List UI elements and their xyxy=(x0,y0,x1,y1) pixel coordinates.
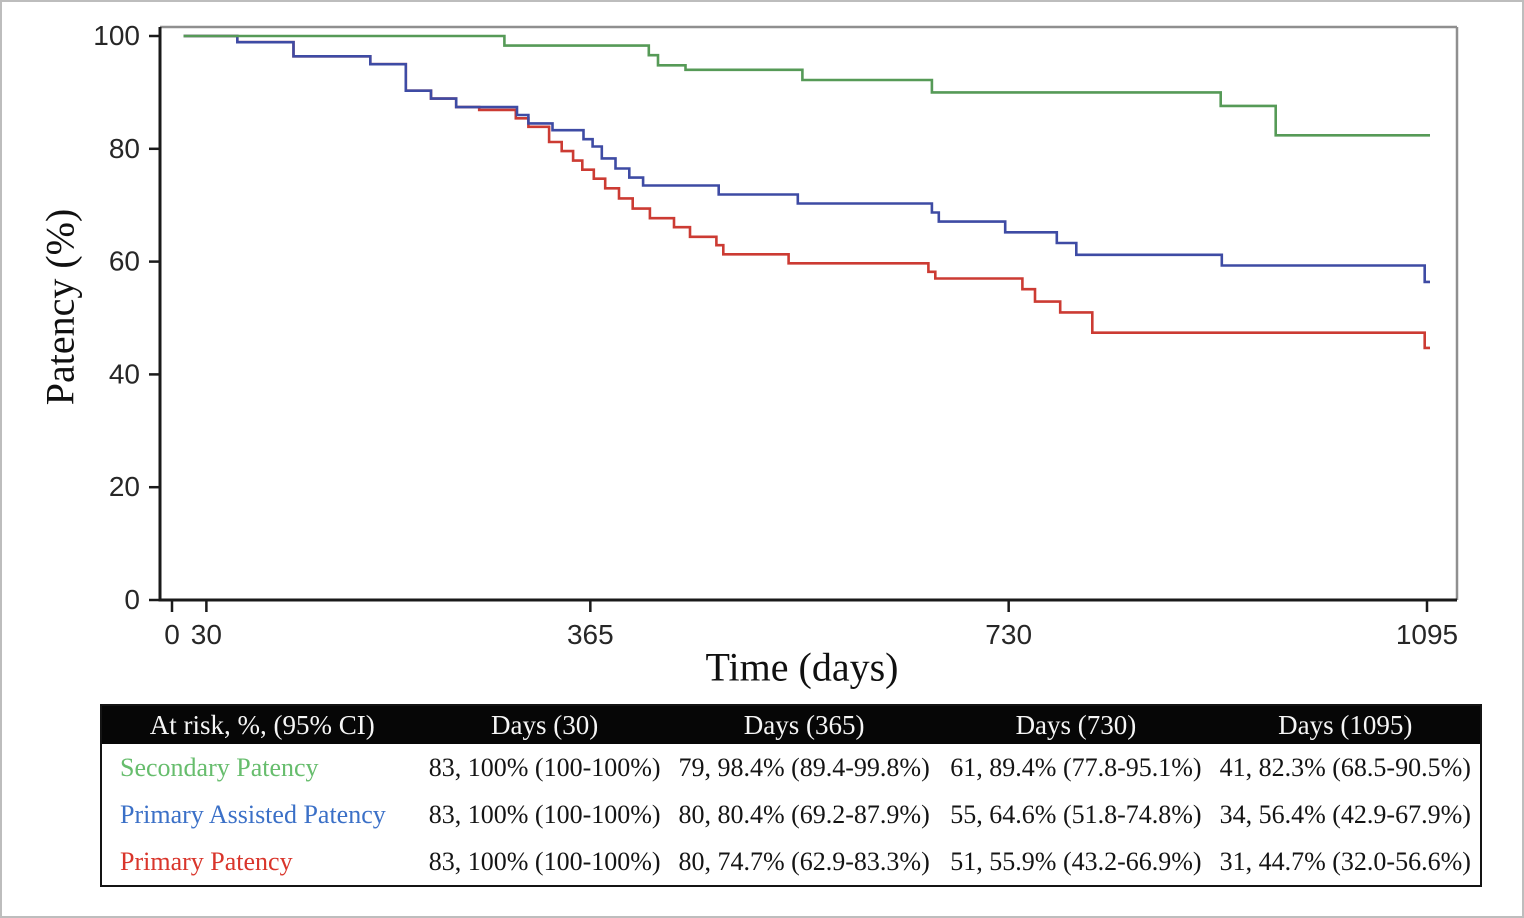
series-line-primary-assisted-patency xyxy=(183,34,1430,284)
risk-table-header-atrisk: At risk, %, (95% CI) xyxy=(101,705,423,744)
x-axis-title: Time (days) xyxy=(705,644,899,690)
risk-value-cell: 79, 98.4% (89.4-99.8%) xyxy=(678,752,930,782)
y-tick-label: 100 xyxy=(93,20,140,51)
y-tick-label: 60 xyxy=(109,246,140,277)
risk-value-cell: 61, 89.4% (77.8-95.1%) xyxy=(950,752,1202,782)
series-label: Secondary Patency xyxy=(120,752,319,782)
patency-chart: 100 80 60 40 20 00 30 365 730 1095 xyxy=(93,20,1459,650)
x-tick-label: 730 xyxy=(985,619,1032,650)
risk-value-cell: 51, 55.9% (43.2-66.9%) xyxy=(950,846,1202,876)
x-tick-label: 365 xyxy=(567,619,614,650)
risk-value-cell: 55, 64.6% (51.8-74.8%) xyxy=(950,799,1202,829)
risk-value-cell: 34, 56.4% (42.9-67.9%) xyxy=(1219,799,1471,829)
risk-value-cell: 80, 74.7% (62.9-83.3%) xyxy=(678,846,930,876)
series-label: Primary Assisted Patency xyxy=(120,799,386,829)
risk-table-header-row: At risk, %, (95% CI) Days (30) Days (365) D… xyxy=(101,705,1481,744)
risk-value-cell: 80, 80.4% (69.2-87.9%) xyxy=(678,799,930,829)
risk-table-header-days: Days (730) xyxy=(941,705,1211,744)
y-tick-label: 80 xyxy=(109,133,140,164)
risk-table-header-days: Days (365) xyxy=(666,705,942,744)
risk-table-body: Secondary Patency 83, 100% (100-100%) 79, … xyxy=(101,744,1481,886)
risk-table-row: Secondary Patency 83, 100% (100-100%) 79, … xyxy=(101,744,1481,791)
at-risk-table: At risk, %, (95% CI) Days (30) Days (365) D… xyxy=(100,704,1482,887)
risk-table-row: Primary Assisted Patency 83, 100% (100-10… xyxy=(101,791,1481,838)
risk-table-header-days: Days (30) xyxy=(422,705,667,744)
risk-table-header-days: Days (1095) xyxy=(1210,705,1481,744)
series-line-secondary-patency xyxy=(183,34,1430,137)
x-tick-label: 1095 xyxy=(1396,619,1458,650)
x-tick-label: 0 xyxy=(164,619,180,650)
risk-value-cell: 83, 100% (100-100%) xyxy=(428,752,661,782)
risk-value-cell: 31, 44.7% (32.0-56.6%) xyxy=(1219,846,1471,876)
x-tick-label: 30 xyxy=(191,619,222,650)
series-label: Primary Patency xyxy=(120,846,293,876)
y-tick-label: 0 xyxy=(124,584,140,615)
y-axis-title: Patency (%) xyxy=(37,208,83,406)
risk-table-row: Primary Patency 83, 100% (100-100%) 80, 74… xyxy=(101,838,1481,886)
y-tick-label: 20 xyxy=(109,471,140,502)
y-tick-label: 40 xyxy=(109,358,140,389)
risk-value-cell: 41, 82.3% (68.5-90.5%) xyxy=(1219,752,1471,782)
risk-value-cell: 83, 100% (100-100%) xyxy=(428,846,661,876)
series-line-primary-patency xyxy=(183,34,1430,350)
risk-value-cell: 83, 100% (100-100%) xyxy=(428,799,661,829)
